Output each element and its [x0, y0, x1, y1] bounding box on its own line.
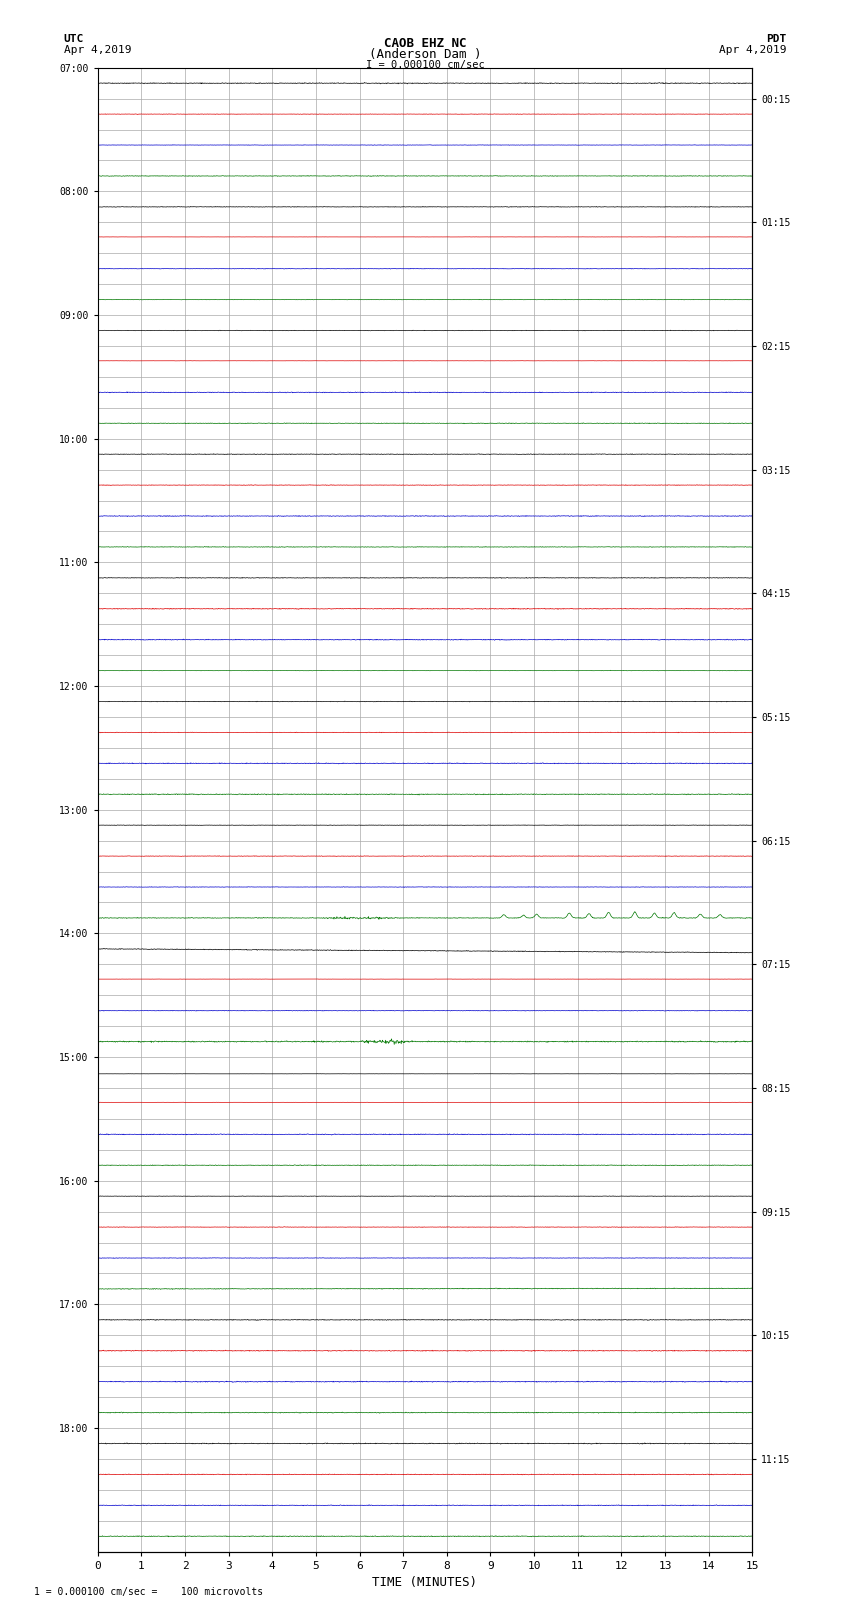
Text: (Anderson Dam ): (Anderson Dam ) — [369, 48, 481, 61]
X-axis label: TIME (MINUTES): TIME (MINUTES) — [372, 1576, 478, 1589]
Text: 1 = 0.000100 cm/sec =    100 microvolts: 1 = 0.000100 cm/sec = 100 microvolts — [34, 1587, 264, 1597]
Text: CAOB EHZ NC: CAOB EHZ NC — [383, 37, 467, 50]
Text: UTC: UTC — [64, 34, 84, 44]
Text: Apr 4,2019: Apr 4,2019 — [64, 45, 131, 55]
Text: Apr 4,2019: Apr 4,2019 — [719, 45, 786, 55]
Text: I = 0.000100 cm/sec: I = 0.000100 cm/sec — [366, 60, 484, 69]
Text: PDT: PDT — [766, 34, 786, 44]
